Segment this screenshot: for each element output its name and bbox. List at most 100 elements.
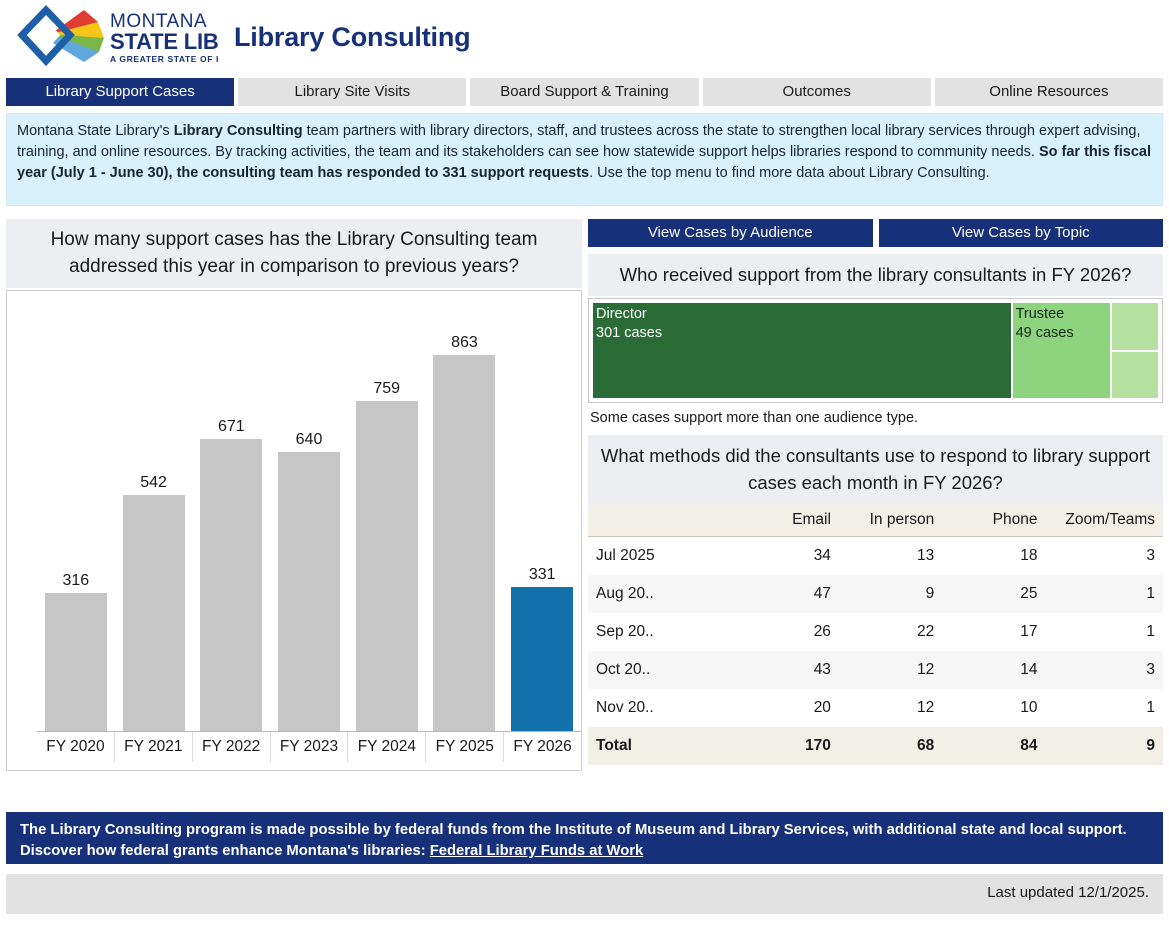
methods-table-row[interactable]: Nov 20.. 20 12 10 1 — [588, 689, 1163, 727]
x-axis-label: FY 2026 — [513, 738, 572, 755]
cell-in-person: 13 — [917, 546, 935, 564]
cell-zoom-teams: 1 — [1146, 584, 1155, 602]
treemap-cell-director-value: 301 cases — [596, 325, 663, 341]
cell-phone: 84 — [1020, 736, 1038, 754]
cell-zoom-teams: 3 — [1146, 660, 1155, 678]
last-updated-bar: Last updated 12/1/2025. — [6, 874, 1163, 914]
methods-table-header-row: Email In person Phone Zoom/Teams — [588, 504, 1163, 537]
treemap-small-cells — [1110, 302, 1159, 399]
cell-in-person: 12 — [917, 698, 935, 716]
intro-bold-2: So far this fiscal year (July 1 - June 3… — [17, 143, 1151, 181]
intro-banner: Montana State Library's Library Consulti… — [6, 113, 1163, 206]
tab-library-support-cases[interactable]: Library Support Cases — [6, 78, 235, 106]
bar[interactable] — [355, 401, 418, 731]
cell-month: Aug 20.. — [596, 584, 654, 602]
x-axis-label: FY 2021 — [115, 732, 193, 762]
bar-column-fy-2023[interactable]: 640 — [270, 291, 348, 731]
x-axis-label: FY 2022 — [193, 732, 271, 762]
bar[interactable] — [511, 587, 574, 731]
cell-zoom-teams: 1 — [1146, 622, 1155, 640]
svg-text:MONTANA: MONTANA — [110, 11, 207, 32]
tab-board-support-training[interactable]: Board Support & Training — [470, 78, 699, 106]
logo-svg: MONTANA STATE LIBRARY A GREATER STATE OF… — [17, 4, 218, 67]
treemap-note: Some cases support more than one audienc… — [590, 410, 919, 426]
treemap-cell-trustee-label: Trustee — [1015, 306, 1065, 322]
cell-month: Nov 20.. — [596, 698, 654, 716]
bar-column-fy-2021[interactable]: 542 — [115, 291, 193, 731]
view-cases-by-audience-button[interactable]: View Cases by Audience — [588, 219, 873, 247]
intro-bold-1: Library Consulting — [173, 123, 303, 139]
tab-outcomes[interactable]: Outcomes — [702, 78, 931, 106]
bar[interactable] — [122, 495, 185, 731]
right-column: View Cases by Audience View Cases by Top… — [588, 219, 1163, 797]
x-axis-label: FY 2023 — [271, 732, 349, 762]
col-header-in-person[interactable]: In person — [838, 504, 943, 537]
methods-table-title: What methods did the consultants use to … — [588, 435, 1163, 504]
bar-chart[interactable]: 316 542 671 640 759 863 331 FY 2020 FY 2021 FY 2… — [6, 290, 582, 771]
view-cases-by-topic-button[interactable]: View Cases by Topic — [878, 219, 1163, 247]
treemap-title: Who received support from the library co… — [588, 254, 1163, 296]
cell-month: Jul 2025 — [596, 546, 655, 564]
cell-phone: 10 — [1020, 698, 1038, 716]
bar[interactable] — [200, 439, 263, 731]
audience-treemap[interactable]: Director 301 cases Trustee 49 cases — [588, 298, 1163, 403]
bar[interactable] — [433, 355, 496, 731]
methods-table-row[interactable]: Sep 20.. 26 22 17 1 — [588, 613, 1163, 651]
treemap-cell-other-2[interactable] — [1110, 350, 1159, 399]
methods-table-row[interactable]: Oct 20.. 43 12 14 3 — [588, 650, 1163, 689]
methods-table-body: Jul 2025 34 13 18 3 Aug 20.. 47 9 25 1 Sep 20.. 26 2… — [588, 537, 1163, 765]
cell-in-person: 9 — [925, 584, 935, 602]
bar-series: 316 542 671 640 759 863 331 — [37, 291, 581, 731]
page-title: Library Consulting — [234, 21, 471, 52]
bar-column-fy-2026[interactable]: 331 — [503, 291, 581, 731]
intro-text-2: team partners with library directors, st… — [17, 123, 1141, 160]
col-header-phone[interactable]: Phone — [942, 504, 1046, 537]
methods-total-row[interactable]: Total 170 68 84 9 — [588, 726, 1163, 765]
tab-online-resources[interactable]: Online Resources — [934, 78, 1164, 106]
x-axis-label: FY 2024 — [348, 732, 427, 762]
x-axis-labels: FY 2020 FY 2021 FY 2022 FY 2023 FY 2024 FY 20… — [37, 732, 581, 762]
bar-value-label: 863 — [451, 334, 478, 351]
main-tab-bar: Library Support Cases Library Site Visit… — [6, 78, 1164, 106]
cell-email: 170 — [805, 736, 831, 754]
federal-library-funds-link[interactable]: Federal Library Funds at Work — [429, 843, 644, 859]
bar[interactable] — [44, 593, 107, 731]
tab-library-site-visits[interactable]: Library Site Visits — [238, 78, 467, 106]
cell-phone: 17 — [1020, 622, 1038, 640]
bar-column-fy-2020[interactable]: 316 — [37, 291, 115, 731]
bar[interactable] — [278, 452, 341, 731]
cell-in-person: 22 — [917, 622, 935, 640]
x-axis-label: FY 2025 — [426, 732, 505, 762]
treemap-cell-other-1[interactable] — [1110, 302, 1159, 351]
bar-column-fy-2025[interactable]: 863 — [426, 291, 504, 731]
last-updated-text: Last updated 12/1/2025. — [987, 884, 1149, 901]
intro-text-3: . Use the top menu to find more data abo… — [589, 164, 990, 181]
cell-email: 34 — [813, 546, 831, 564]
cell-in-person: 68 — [917, 736, 935, 754]
chart-plot-area: 316 542 671 640 759 863 331 — [37, 291, 581, 731]
cell-email: 47 — [813, 584, 831, 602]
montana-state-library-logo: MONTANA STATE LIBRARY A GREATER STATE OF… — [6, 3, 218, 71]
chart-title: How many support cases has the Library C… — [6, 219, 582, 288]
funding-footer-text: The Library Consulting program is made p… — [20, 822, 1127, 859]
col-header-month[interactable] — [588, 504, 736, 537]
bar-column-fy-2022[interactable]: 671 — [192, 291, 270, 731]
treemap-cell-trustee[interactable]: Trustee 49 cases — [1011, 302, 1111, 399]
bar-value-label: 759 — [373, 380, 401, 397]
cell-email: 43 — [813, 660, 831, 678]
methods-table-row[interactable]: Jul 2025 34 13 18 3 — [588, 537, 1163, 575]
methods-table: Email In person Phone Zoom/Teams Jul 202… — [588, 504, 1163, 765]
cell-zoom-teams: 9 — [1146, 736, 1155, 754]
methods-table-row[interactable]: Aug 20.. 47 9 25 1 — [588, 574, 1163, 613]
cell-zoom-teams: 1 — [1146, 698, 1155, 716]
cell-month: Sep 20.. — [596, 622, 654, 640]
treemap-cell-director-label: Director — [596, 306, 647, 322]
col-header-email[interactable]: Email — [735, 504, 839, 537]
bar-value-label: 331 — [528, 566, 556, 583]
cell-month: Oct 20.. — [596, 660, 651, 678]
bar-column-fy-2024[interactable]: 759 — [348, 291, 426, 731]
treemap-cell-director[interactable]: Director 301 cases — [592, 302, 1012, 399]
col-header-zoom-teams[interactable]: Zoom/Teams — [1045, 504, 1163, 537]
bar-value-label: 640 — [295, 431, 323, 448]
